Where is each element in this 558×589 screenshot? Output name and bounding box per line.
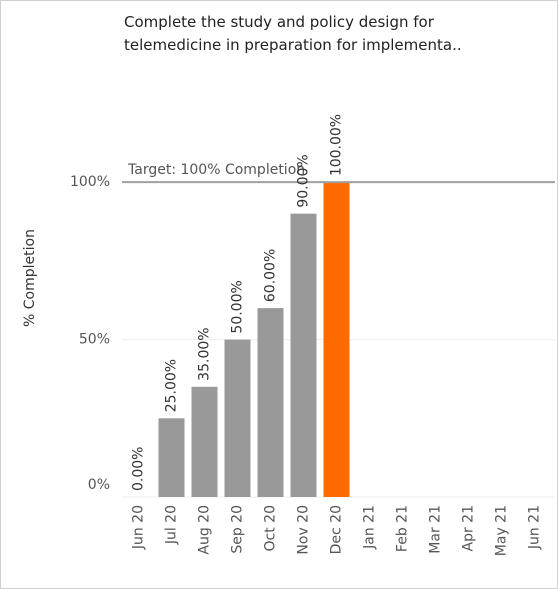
bar — [323, 182, 350, 497]
data-label: 0.00% — [131, 447, 147, 491]
x-tick-label: Nov 20 — [296, 505, 312, 555]
x-tick-label: Jul 20 — [164, 505, 180, 545]
reference-line-label: Target: 100% Completion — [127, 162, 305, 178]
x-tick-label: Oct 20 — [263, 505, 279, 551]
data-label: 60.00% — [263, 249, 279, 302]
data-label: 25.00% — [164, 359, 180, 412]
y-tick-label: 0% — [88, 477, 110, 493]
bar — [158, 418, 185, 497]
x-tick-label: Sep 20 — [230, 505, 246, 554]
x-tick-label: Apr 21 — [461, 505, 477, 551]
chart-title: telemedicine in preparation for implemen… — [124, 36, 462, 54]
bar — [290, 213, 317, 497]
x-tick-label: May 21 — [494, 505, 510, 556]
bar — [224, 339, 251, 497]
x-tick-label: Jun 20 — [131, 505, 147, 550]
data-label: 50.00% — [230, 280, 246, 333]
data-label: 100.00% — [329, 114, 345, 176]
bar — [191, 386, 218, 497]
x-tick-label: Aug 20 — [197, 505, 213, 555]
y-tick-label: 50% — [79, 332, 110, 348]
y-tick-label: 100% — [70, 174, 110, 190]
x-tick-label: Dec 20 — [329, 505, 345, 554]
bar — [257, 308, 284, 497]
y-axis-label: % Completion — [22, 229, 38, 327]
x-tick-label: Jan 21 — [362, 505, 378, 550]
x-tick-label: Jun 21 — [527, 505, 543, 550]
x-tick-label: Mar 21 — [428, 505, 444, 554]
x-tick-label: Feb 21 — [395, 505, 411, 552]
chart-title: Complete the study and policy design for — [124, 13, 435, 31]
data-label: 90.00% — [296, 154, 312, 207]
data-label: 35.00% — [197, 327, 213, 380]
